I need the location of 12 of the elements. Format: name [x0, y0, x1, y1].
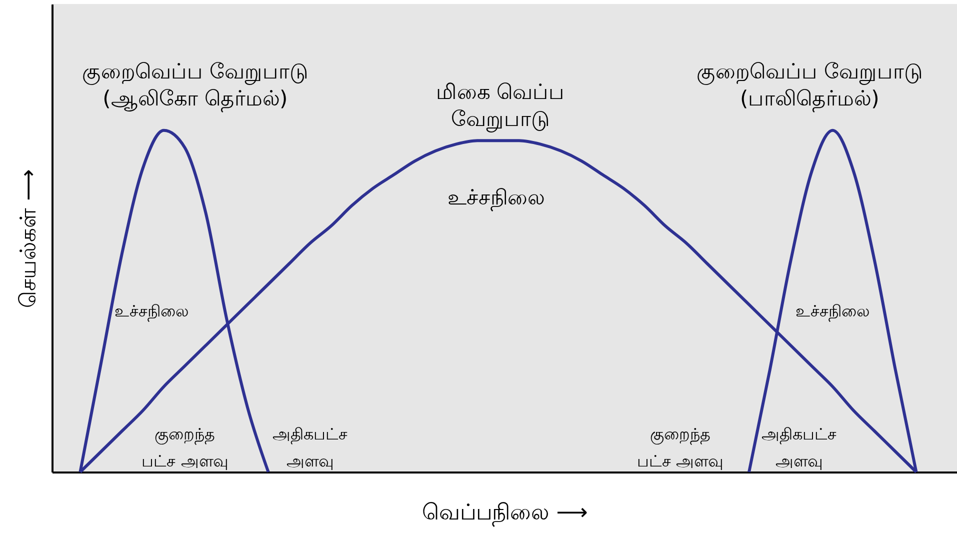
- annotation: உச்சநிலை: [114, 301, 188, 320]
- annotation: உச்சநிலை: [448, 186, 545, 212]
- text: குறைவெப்ப வேறுபாடு (ஆலிகோ தெர்மல்): [82, 59, 309, 112]
- annotation: உச்சநிலை: [796, 301, 870, 320]
- annotation: மிகை வெப்ப வேறுபாடு: [436, 80, 565, 132]
- y-axis-title: செயல்கள் ⟶: [16, 169, 42, 308]
- annotation: அதிகபட்ச அளவு: [272, 424, 348, 470]
- annotation: குறைந்த பட்ச அளவு: [637, 424, 724, 470]
- annotation: குறைந்த பட்ச அளவு: [142, 424, 228, 470]
- text: குறைவெப்ப வேறுபாடு (பாலிதெர்மல்): [696, 59, 923, 112]
- annotation: அதிகபட்ச அளவு: [762, 424, 837, 470]
- x-axis-title: வெப்பநிலை ⟶: [422, 500, 588, 526]
